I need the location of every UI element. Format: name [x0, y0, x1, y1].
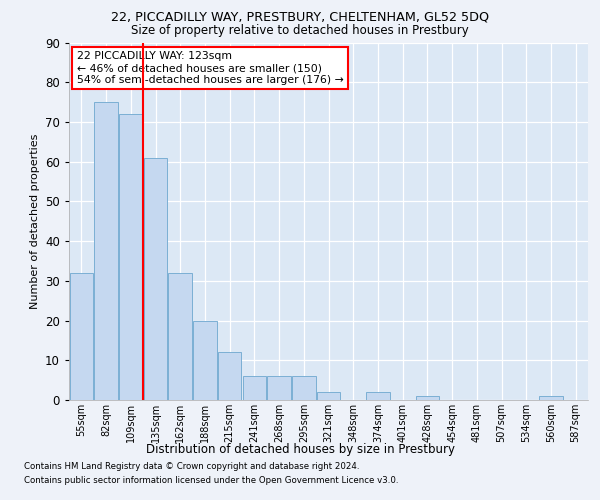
Bar: [292, 376, 316, 400]
Bar: [119, 114, 143, 400]
Bar: [169, 273, 192, 400]
Y-axis label: Number of detached properties: Number of detached properties: [29, 134, 40, 309]
Bar: [317, 392, 340, 400]
Bar: [70, 273, 93, 400]
Text: 22 PICCADILLY WAY: 123sqm
← 46% of detached houses are smaller (150)
54% of semi: 22 PICCADILLY WAY: 123sqm ← 46% of detac…: [77, 52, 344, 84]
Bar: [218, 352, 241, 400]
Text: Distribution of detached houses by size in Prestbury: Distribution of detached houses by size …: [146, 442, 455, 456]
Bar: [268, 376, 291, 400]
Text: 22, PICCADILLY WAY, PRESTBURY, CHELTENHAM, GL52 5DQ: 22, PICCADILLY WAY, PRESTBURY, CHELTENHA…: [111, 11, 489, 24]
Bar: [144, 158, 167, 400]
Bar: [94, 102, 118, 400]
Bar: [539, 396, 563, 400]
Bar: [242, 376, 266, 400]
Text: Contains HM Land Registry data © Crown copyright and database right 2024.: Contains HM Land Registry data © Crown c…: [24, 462, 359, 471]
Bar: [416, 396, 439, 400]
Bar: [366, 392, 389, 400]
Text: Contains public sector information licensed under the Open Government Licence v3: Contains public sector information licen…: [24, 476, 398, 485]
Bar: [193, 320, 217, 400]
Text: Size of property relative to detached houses in Prestbury: Size of property relative to detached ho…: [131, 24, 469, 37]
